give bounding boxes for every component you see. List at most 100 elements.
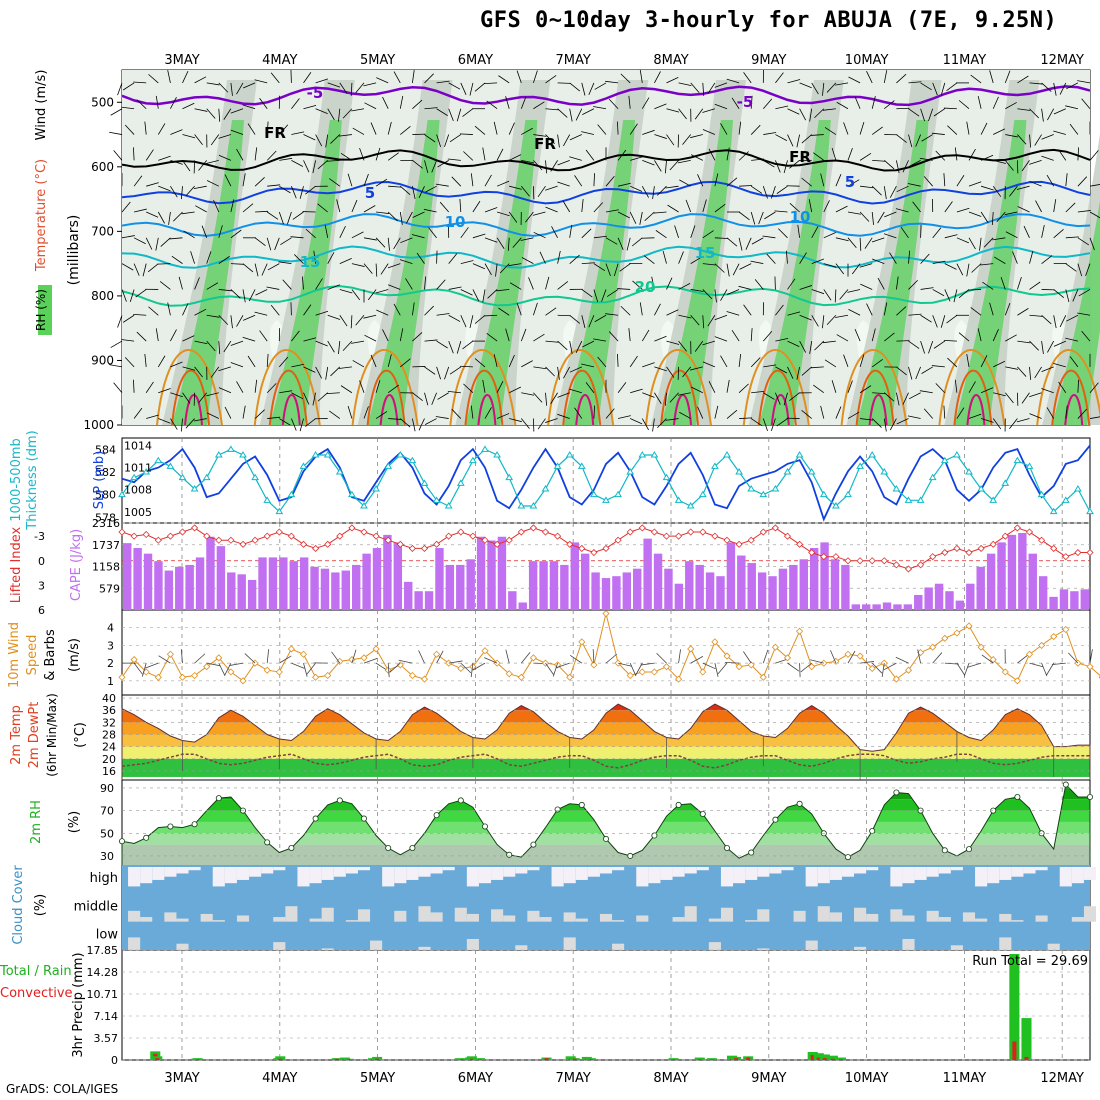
precip-axis-label: 3hr Precip (mm) bbox=[71, 952, 86, 1057]
wind-barb bbox=[778, 228, 788, 239]
wind-barb bbox=[545, 392, 548, 406]
wind-barb bbox=[1065, 289, 1070, 303]
thickness-point bbox=[154, 456, 163, 464]
thickness-axis-label-1: 1000-500mb bbox=[9, 438, 24, 522]
cloud-high-gap bbox=[1011, 867, 1024, 877]
cloud-low-gap bbox=[273, 942, 286, 950]
wind-barb bbox=[674, 225, 679, 238]
wind-speed-point bbox=[771, 643, 779, 651]
cloud-mid-gap bbox=[902, 915, 915, 922]
wind-barb bbox=[292, 211, 304, 220]
wind-barb bbox=[1077, 176, 1088, 187]
wind-barb bbox=[593, 106, 607, 110]
cape-bar bbox=[1080, 589, 1089, 610]
wind-barb bbox=[991, 211, 994, 225]
wind-barb bbox=[474, 125, 486, 135]
wind-barb bbox=[206, 340, 216, 352]
wind-barb bbox=[382, 329, 389, 342]
thickness-point bbox=[202, 473, 211, 481]
wind-barb bbox=[993, 159, 1006, 164]
wind-barb bbox=[666, 277, 673, 290]
wind-barbs bbox=[109, 69, 1100, 432]
wind-barb bbox=[908, 160, 921, 167]
wind-barb bbox=[182, 134, 196, 139]
wind-barb bbox=[1004, 392, 1014, 404]
wind-barb bbox=[436, 279, 446, 290]
wind-barb bbox=[382, 96, 389, 109]
wind-barb bbox=[750, 418, 763, 427]
wind-barb bbox=[1046, 407, 1055, 419]
li-point bbox=[554, 532, 562, 540]
cloud-mid-gap bbox=[757, 909, 770, 922]
wind-barb bbox=[339, 289, 353, 294]
wind10m-barb bbox=[398, 659, 413, 664]
wind-barb bbox=[230, 229, 242, 239]
wind-barb bbox=[364, 102, 377, 110]
wind-barb bbox=[448, 108, 454, 122]
contour-label: 10 bbox=[790, 208, 811, 226]
thickness-point bbox=[408, 456, 417, 464]
wind10m-barb bbox=[306, 662, 316, 675]
wind-barb bbox=[582, 340, 595, 348]
li-point bbox=[977, 544, 985, 553]
thickness-point bbox=[989, 496, 998, 503]
wind10m-barb bbox=[963, 662, 970, 677]
wind-barb bbox=[469, 315, 474, 329]
wind-barb bbox=[762, 186, 768, 199]
li-point bbox=[1013, 524, 1021, 532]
li-point bbox=[1001, 532, 1009, 540]
wind-barb bbox=[569, 108, 573, 122]
wind10m-barb bbox=[229, 662, 244, 666]
wind-barb bbox=[387, 237, 390, 251]
wind-barb bbox=[545, 307, 557, 316]
wind-barb bbox=[1077, 379, 1079, 393]
cloud-high-gap bbox=[938, 867, 951, 874]
wind-barb bbox=[460, 227, 469, 239]
wind-barb bbox=[218, 256, 230, 264]
wind-barb bbox=[569, 341, 573, 354]
precip-convective-bar bbox=[810, 1055, 815, 1060]
wind-barb bbox=[738, 211, 750, 221]
wind-barb bbox=[431, 160, 437, 173]
wind-barb bbox=[739, 263, 752, 270]
wind-barb bbox=[775, 105, 789, 110]
cloud-high-gap bbox=[382, 867, 395, 887]
wind-barb bbox=[496, 413, 510, 419]
wind-barb bbox=[588, 315, 595, 328]
wind-barb bbox=[664, 392, 667, 406]
wind-barb bbox=[267, 416, 281, 419]
wind-barb bbox=[860, 185, 874, 189]
wind-barb bbox=[678, 340, 687, 352]
contour-label: 20 bbox=[635, 278, 656, 296]
temp-contour-15 bbox=[121, 245, 1091, 269]
wind-barb bbox=[1016, 185, 1030, 190]
wind-speed-point bbox=[299, 650, 308, 658]
cloud-mid-gap bbox=[599, 913, 613, 922]
cape-bar bbox=[997, 542, 1006, 610]
wind-barb bbox=[1041, 155, 1054, 161]
wind-barb bbox=[493, 354, 498, 367]
thickness-point bbox=[674, 496, 683, 503]
wind-barb bbox=[801, 177, 812, 187]
rh-band bbox=[122, 784, 1090, 788]
wind-barb bbox=[539, 251, 546, 264]
wind-barb bbox=[619, 263, 631, 272]
side-label-rh: RH (%) bbox=[34, 289, 48, 331]
li-point bbox=[445, 532, 453, 540]
cloud-high-gap bbox=[188, 867, 201, 871]
precip-tick-label: 3.57 bbox=[94, 1032, 119, 1045]
wind-barb bbox=[884, 100, 895, 110]
cape-bar bbox=[466, 559, 475, 610]
wind-barb bbox=[848, 76, 861, 84]
wind-barb bbox=[329, 178, 341, 187]
wind-barb bbox=[469, 82, 474, 96]
wind-barb bbox=[1017, 366, 1027, 377]
contour-label: 10 bbox=[445, 213, 466, 231]
wind-barb bbox=[871, 126, 883, 135]
rh-axis-unit: (%) bbox=[67, 811, 82, 834]
wind-barb bbox=[811, 289, 825, 295]
wind-speed-point bbox=[360, 654, 368, 662]
cloud-high-gap bbox=[406, 867, 419, 880]
wind-barb bbox=[923, 176, 934, 187]
precip-total-bar bbox=[585, 1058, 596, 1060]
